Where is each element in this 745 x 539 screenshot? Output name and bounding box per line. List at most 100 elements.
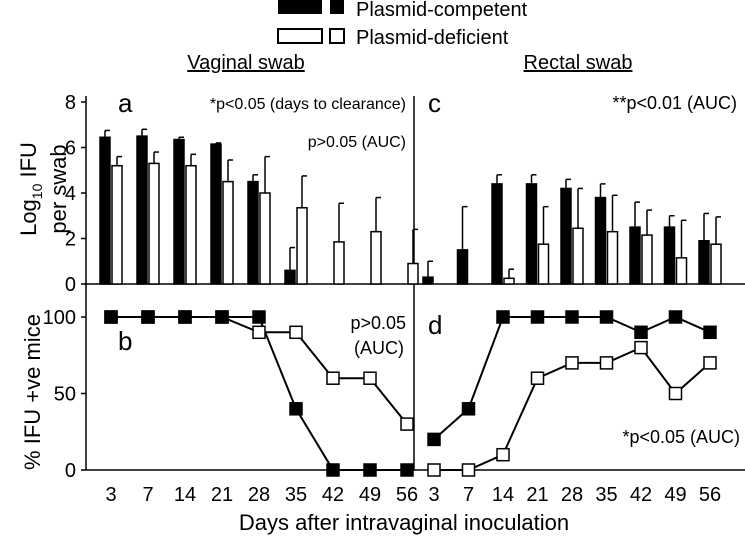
chart-marks bbox=[99, 128, 722, 477]
panel-a-bar-deficient-day-3 bbox=[111, 164, 123, 285]
panel-d-point-deficient-day-21 bbox=[530, 371, 545, 385]
panel-c-bar-deficient-day-14 bbox=[503, 277, 515, 285]
panel-c-bar-competent-day-28 bbox=[560, 187, 572, 285]
panel-b-point-deficient-day-56 bbox=[400, 417, 414, 431]
panel-b-point-deficient-day-42 bbox=[326, 371, 340, 385]
panel-c-bar-deficient-day-21 bbox=[537, 243, 550, 285]
x-tick-label-left-28: 28 bbox=[248, 484, 270, 506]
legend: Plasmid-competent Plasmid-deficient bbox=[277, 0, 528, 49]
panel-c-bar-competent-day-3 bbox=[422, 276, 434, 285]
y-tick-label-top-2: 2 bbox=[65, 229, 76, 251]
y-tick-label-top-8: 8 bbox=[65, 92, 76, 114]
panel-b-point-deficient-day-28 bbox=[252, 325, 266, 340]
panel-d-point-competent-day-56 bbox=[703, 325, 717, 340]
panel-b-point-deficient-day-35 bbox=[289, 325, 303, 340]
x-tick-label-left-14: 14 bbox=[174, 484, 196, 506]
panel-b-point-competent-day-14 bbox=[178, 310, 192, 324]
y-axis-title-sub: 10 bbox=[29, 183, 45, 199]
y-tick-label-top-4: 4 bbox=[65, 183, 76, 205]
panel-b-point-deficient-day-49 bbox=[363, 371, 377, 385]
panel-c-bar-competent-day-35 bbox=[594, 196, 607, 285]
x-tick-label-left-35: 35 bbox=[285, 484, 307, 506]
legend-competent-label: Plasmid-competent bbox=[356, 0, 528, 21]
y-axis-title-ifu: IFU bbox=[16, 142, 41, 184]
x-axis-label: Days after intravaginal inoculation bbox=[239, 510, 569, 535]
panel-b-point-competent-day-21 bbox=[215, 310, 229, 324]
x-tick-label-right-7: 7 bbox=[463, 484, 474, 506]
panel-a-bar-deficient-day-35 bbox=[296, 207, 308, 285]
panel-b-point-competent-day-35 bbox=[289, 402, 303, 416]
panel-letter-d: d bbox=[428, 310, 442, 340]
x-tick-label-left-3: 3 bbox=[105, 484, 116, 506]
panel-c-bar-deficient-day-49 bbox=[675, 257, 688, 285]
panel-a-bar-deficient-day-49 bbox=[370, 230, 382, 285]
panel-d-point-competent-day-7 bbox=[461, 402, 476, 416]
y-tick-label-top-6: 6 bbox=[65, 138, 76, 160]
panel-a-bar-deficient-day-56 bbox=[407, 262, 419, 285]
panel-a-bar-deficient-day-42 bbox=[333, 241, 345, 285]
panel-c-bar-competent-day-7 bbox=[456, 249, 469, 285]
x-tick-label-left-7: 7 bbox=[142, 484, 153, 506]
panel-d-point-deficient-day-3 bbox=[427, 463, 441, 477]
panel-c-bar-deficient-day-35 bbox=[606, 230, 619, 285]
panel-d-point-deficient-day-56 bbox=[703, 356, 717, 370]
panel-b-point-competent-day-7 bbox=[141, 310, 155, 324]
panel-d-point-competent-day-14 bbox=[496, 310, 510, 324]
panel-a-bar-deficient-day-14 bbox=[185, 164, 197, 285]
legend-competent-bar-swatch bbox=[278, 0, 322, 14]
panel-d-point-deficient-day-42 bbox=[634, 340, 648, 355]
panel-b-point-competent-day-3 bbox=[104, 310, 118, 324]
x-tick-labels: 3 3 7 7 14 14 21 21 28 28 35 35 42 42 49 49 56 56 bbox=[105, 484, 721, 506]
legend-competent-marker-swatch bbox=[330, 0, 344, 14]
y-axis-title-log: Log bbox=[16, 199, 41, 236]
panel-c-bar-competent-day-49 bbox=[663, 226, 676, 285]
y-axis-title-bottom: % IFU +ve mice bbox=[20, 314, 45, 470]
panel-a-bar-deficient-day-7 bbox=[148, 162, 160, 285]
panel-d-point-deficient-day-14 bbox=[496, 447, 510, 462]
panel-c-bar-deficient-day-28 bbox=[572, 227, 584, 285]
annotation-days-to-clearance: *p<0.05 (days to clearance) bbox=[210, 96, 406, 113]
panel-d-point-competent-day-35 bbox=[599, 310, 614, 324]
y-tick-label-bottom-50: 50 bbox=[54, 384, 76, 406]
panel-b-point-competent-day-28 bbox=[252, 310, 266, 324]
x-tick-label-right-56: 56 bbox=[699, 484, 721, 506]
legend-deficient-label: Plasmid-deficient bbox=[356, 27, 509, 49]
x-tick-label-right-21: 21 bbox=[526, 484, 548, 506]
panel-d-point-competent-day-21 bbox=[530, 310, 545, 324]
panel-a-bar-competent-day-28 bbox=[247, 180, 259, 285]
panel-d-point-competent-day-3 bbox=[427, 432, 441, 447]
annotation-d-auc: *p<0.05 (AUC) bbox=[622, 427, 740, 447]
x-tick-label-right-35: 35 bbox=[595, 484, 617, 506]
panel-c-bar-competent-day-14 bbox=[491, 183, 503, 285]
y-tick-label-bottom-100: 100 bbox=[43, 307, 76, 329]
panel-c-bar-deficient-day-56 bbox=[710, 243, 722, 285]
panel-letter-b: b bbox=[118, 326, 132, 356]
panel-a-bar-competent-day-7 bbox=[136, 135, 148, 285]
x-tick-label-left-42: 42 bbox=[322, 484, 344, 506]
panel-a-bar-competent-day-21 bbox=[210, 143, 222, 285]
x-tick-label-right-28: 28 bbox=[561, 484, 583, 506]
x-tick-label-right-49: 49 bbox=[664, 484, 686, 506]
panel-c-bar-competent-day-21 bbox=[525, 183, 538, 285]
panel-d-point-deficient-day-49 bbox=[668, 386, 683, 401]
legend-deficient-marker-swatch bbox=[329, 28, 345, 44]
annotation-a-auc: p>0.05 (AUC) bbox=[308, 134, 406, 151]
panel-c-bar-competent-day-56 bbox=[698, 240, 710, 285]
panel-a-bar-competent-day-35 bbox=[284, 269, 296, 285]
rectal-swab-title: Rectal swab bbox=[524, 52, 633, 74]
y-axis-title-per-swab: per swab bbox=[46, 144, 71, 233]
x-tick-label-left-49: 49 bbox=[359, 484, 381, 506]
annotation-b-pvalue: p>0.05 bbox=[350, 313, 406, 333]
panel-a-bar-deficient-day-28 bbox=[259, 192, 271, 285]
y-tick-label-bottom-0: 0 bbox=[65, 460, 76, 482]
panel-d-point-deficient-day-7 bbox=[461, 463, 476, 477]
panel-d-point-competent-day-49 bbox=[668, 310, 683, 324]
x-tick-label-right-3: 3 bbox=[428, 484, 439, 506]
x-tick-label-right-14: 14 bbox=[492, 484, 514, 506]
x-tick-label-left-21: 21 bbox=[211, 484, 233, 506]
x-tick-label-left-56: 56 bbox=[396, 484, 418, 506]
panel-letter-c: c bbox=[428, 88, 441, 118]
annotation-c-auc: **p<0.01 (AUC) bbox=[612, 93, 737, 113]
panel-b-point-competent-day-49 bbox=[363, 463, 377, 477]
panel-c-bar-deficient-day-42 bbox=[641, 234, 653, 285]
